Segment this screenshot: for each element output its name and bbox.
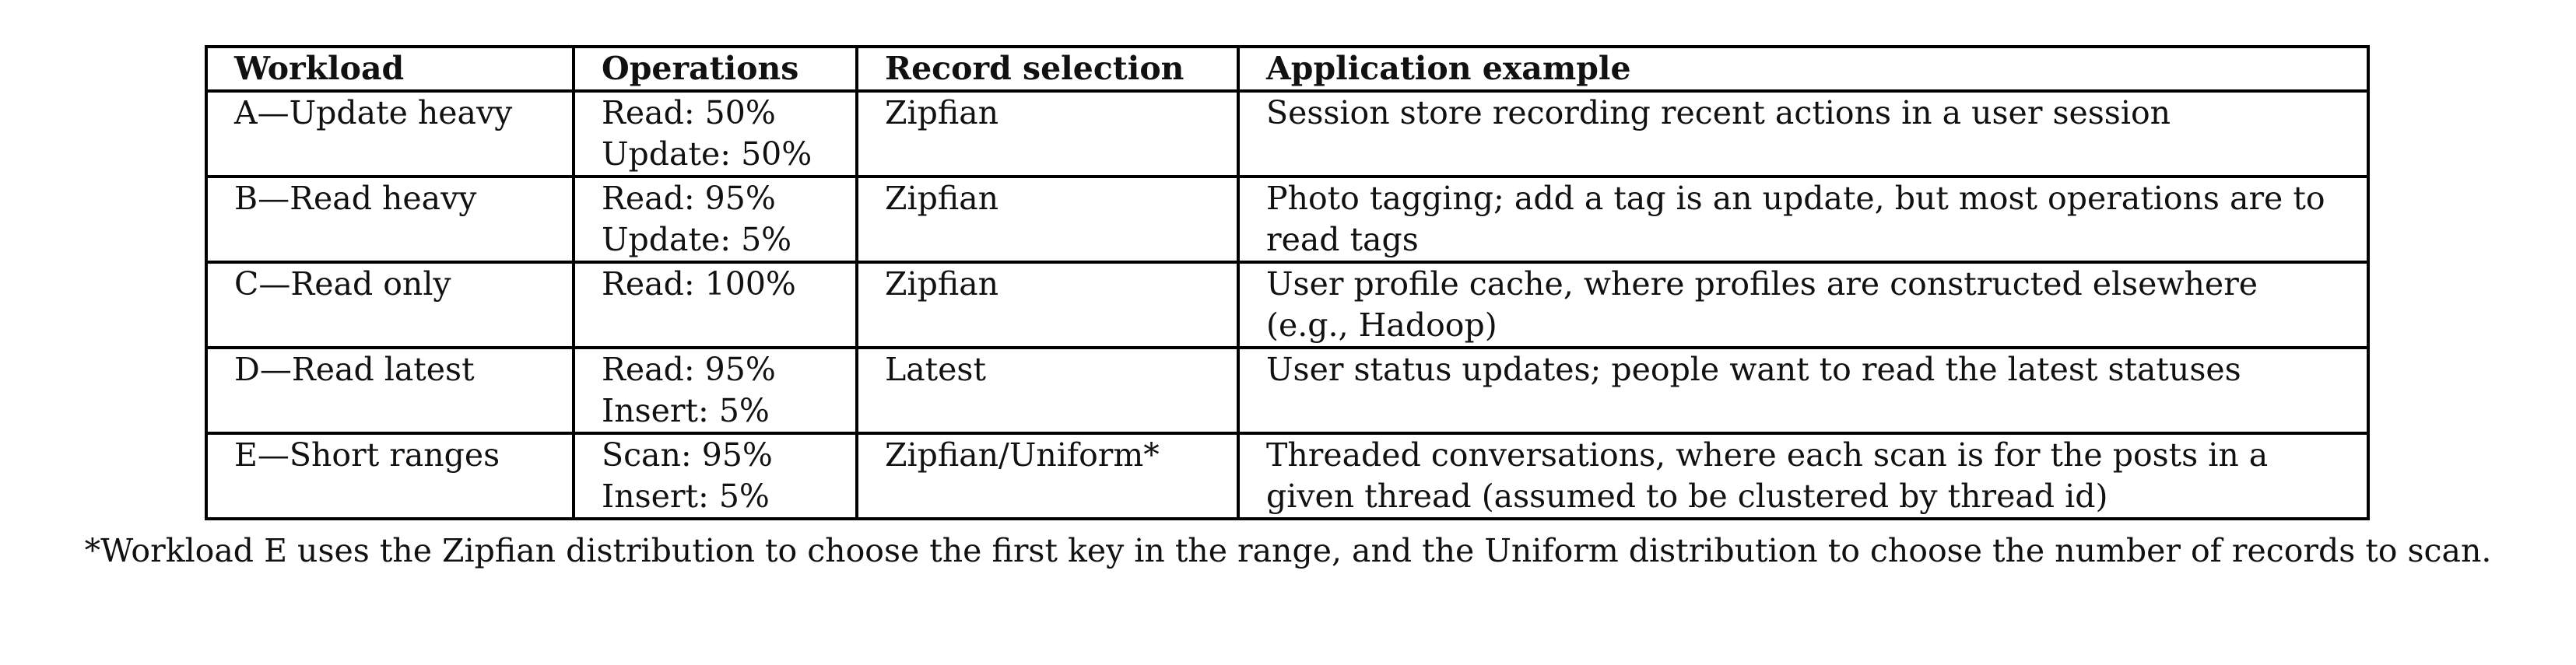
operation-line: Insert: 5% (602, 478, 770, 515)
operation-line: Read: 95% (602, 351, 776, 388)
table-footnote: *Workload E uses the Zipfian distributio… (84, 532, 2492, 569)
header-record-selection: Record selection (855, 45, 1240, 93)
table-header-row: Workload Operations Record selection App… (205, 45, 2370, 93)
cell-workload: C—Read only (205, 261, 575, 349)
table-row: E—Short ranges Scan: 95% Insert: 5% Zipf… (205, 432, 2370, 520)
cell-record-selection: Latest (855, 346, 1240, 435)
header-application-example: Application example (1237, 45, 2370, 93)
cell-operations: Scan: 95% Insert: 5% (572, 432, 858, 520)
cell-operations: Read: 95% Update: 5% (572, 175, 858, 264)
header-workload: Workload (205, 45, 575, 93)
operation-line: Update: 50% (602, 135, 812, 173)
cell-operations: Read: 100% (572, 261, 858, 349)
cell-workload: E—Short ranges (205, 432, 575, 520)
cell-record-selection: Zipfian (855, 175, 1240, 264)
operation-line: Scan: 95% (602, 436, 773, 474)
operation-line: Read: 95% (602, 180, 776, 217)
cell-record-selection: Zipfian (855, 261, 1240, 349)
cell-application-example: Photo tagging; add a tag is an update, b… (1237, 175, 2370, 264)
cell-operations: Read: 50% Update: 50% (572, 89, 858, 178)
table-row: D—Read latest Read: 95% Insert: 5% Lates… (205, 346, 2370, 435)
header-operations: Operations (572, 45, 858, 93)
cell-record-selection: Zipfian/Uniform* (855, 432, 1240, 520)
cell-workload: B—Read heavy (205, 175, 575, 264)
cell-application-example: Threaded conversations, where each scan … (1237, 432, 2370, 520)
cell-operations: Read: 95% Insert: 5% (572, 346, 858, 435)
operation-line: Insert: 5% (602, 392, 770, 429)
cell-workload: A—Update heavy (205, 89, 575, 178)
cell-application-example: User profile cache, where profiles are c… (1237, 261, 2370, 349)
operation-line: Read: 100% (602, 265, 796, 303)
table-row: C—Read only Read: 100% Zipfian User prof… (205, 261, 2370, 349)
cell-record-selection: Zipfian (855, 89, 1240, 178)
cell-workload: D—Read latest (205, 346, 575, 435)
cell-application-example: User status updates; people want to read… (1237, 346, 2370, 435)
workload-table: Workload Operations Record selection App… (205, 45, 2370, 520)
operation-line: Read: 50% (602, 94, 776, 131)
table-row: A—Update heavy Read: 50% Update: 50% Zip… (205, 89, 2370, 178)
operation-line: Update: 5% (602, 221, 792, 258)
workload-table-container: Workload Operations Record selection App… (205, 45, 2370, 520)
cell-application-example: Session store recording recent actions i… (1237, 89, 2370, 178)
table-row: B—Read heavy Read: 95% Update: 5% Zipfia… (205, 175, 2370, 264)
